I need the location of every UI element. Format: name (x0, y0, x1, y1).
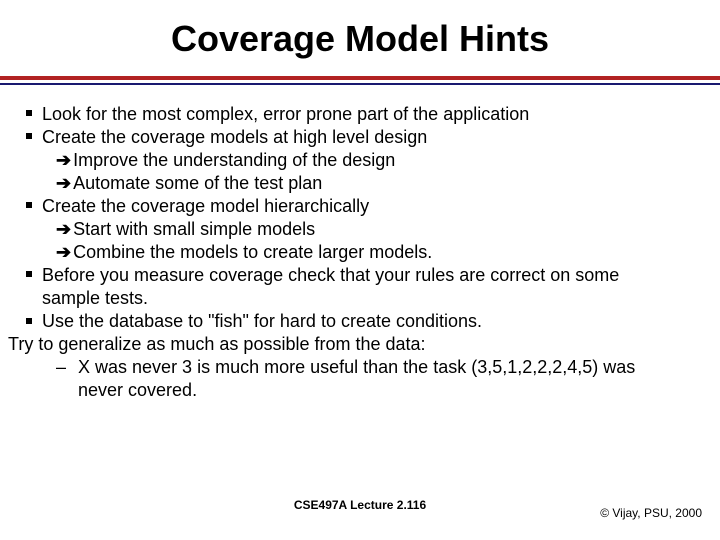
footer-right: © Vijay, PSU, 2000 (600, 506, 702, 520)
slide-title: Coverage Model Hints (0, 0, 720, 76)
arrow-icon: ➔ (56, 241, 71, 264)
bullet-item: Before you measure coverage check that y… (8, 264, 712, 287)
bullet-item: Use the database to "fish" for hard to c… (8, 310, 712, 333)
dash-continuation: never covered. (78, 379, 712, 402)
sub-arrow-item: ➔Start with small simple models (8, 218, 712, 241)
arrow-icon: ➔ (56, 172, 71, 195)
slide-body: Look for the most complex, error prone p… (0, 85, 720, 402)
bullet-item: Create the coverage model hierarchically (8, 195, 712, 218)
bullet-continuation: sample tests. (42, 287, 712, 310)
paragraph-line: Try to generalize as much as possible fr… (8, 333, 712, 356)
bullet-item: Create the coverage models at high level… (8, 126, 712, 149)
sub-text: Start with small simple models (73, 219, 315, 239)
sub-text: Automate some of the test plan (73, 173, 322, 193)
slide: Coverage Model Hints Look for the most c… (0, 0, 720, 540)
title-rule-thick (0, 76, 720, 80)
sub-text: Improve the understanding of the design (73, 150, 395, 170)
sub-text: Combine the models to create larger mode… (73, 242, 432, 262)
dash-item: X was never 3 is much more useful than t… (56, 356, 712, 379)
bullet-item: Look for the most complex, error prone p… (8, 103, 712, 126)
sub-arrow-item: ➔Improve the understanding of the design (8, 149, 712, 172)
arrow-icon: ➔ (56, 218, 71, 241)
sub-arrow-item: ➔Combine the models to create larger mod… (8, 241, 712, 264)
sub-arrow-item: ➔Automate some of the test plan (8, 172, 712, 195)
arrow-icon: ➔ (56, 149, 71, 172)
